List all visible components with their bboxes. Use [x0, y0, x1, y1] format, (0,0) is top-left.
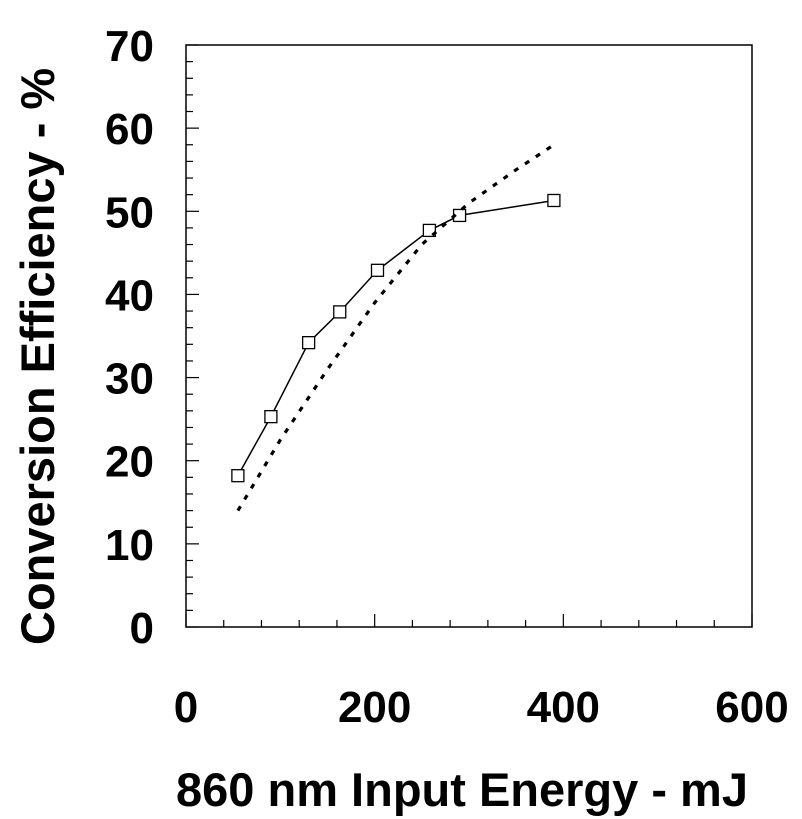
y-tick-label: 30 — [105, 355, 154, 404]
label-layer: 0 10 20 30 40 50 60 70 0 200 400 600 — [105, 22, 789, 732]
y-axis-title: Conversion Efficiency - % — [11, 68, 64, 645]
x-tick-label: 200 — [338, 683, 411, 732]
x-tick-label: 0 — [174, 683, 198, 732]
data-point-marker — [333, 305, 347, 319]
y-tick-label: 10 — [105, 521, 154, 570]
series-line-dotted — [236, 143, 555, 512]
plot-frame — [185, 44, 753, 628]
y-tick-label: 50 — [105, 188, 154, 237]
y-tick-label: 20 — [105, 438, 154, 487]
data-point-marker — [231, 469, 245, 483]
data-point-marker — [547, 193, 561, 208]
series-line-solid — [237, 199, 555, 477]
x-axis-title: 860 nm Input Energy - mJ — [176, 763, 748, 816]
y-tick-label: 40 — [105, 271, 154, 320]
x-tick-label: 400 — [527, 683, 600, 732]
y-tick-label: 0 — [130, 604, 154, 653]
data-point-marker — [370, 263, 385, 277]
x-tick-label: 600 — [715, 683, 788, 732]
y-tick-label: 70 — [105, 22, 154, 71]
data-point-marker — [264, 409, 278, 424]
y-tick-label: 60 — [105, 105, 154, 154]
axis-layer — [185, 44, 753, 628]
data-point-marker — [301, 336, 316, 350]
series-layer — [231, 143, 561, 512]
